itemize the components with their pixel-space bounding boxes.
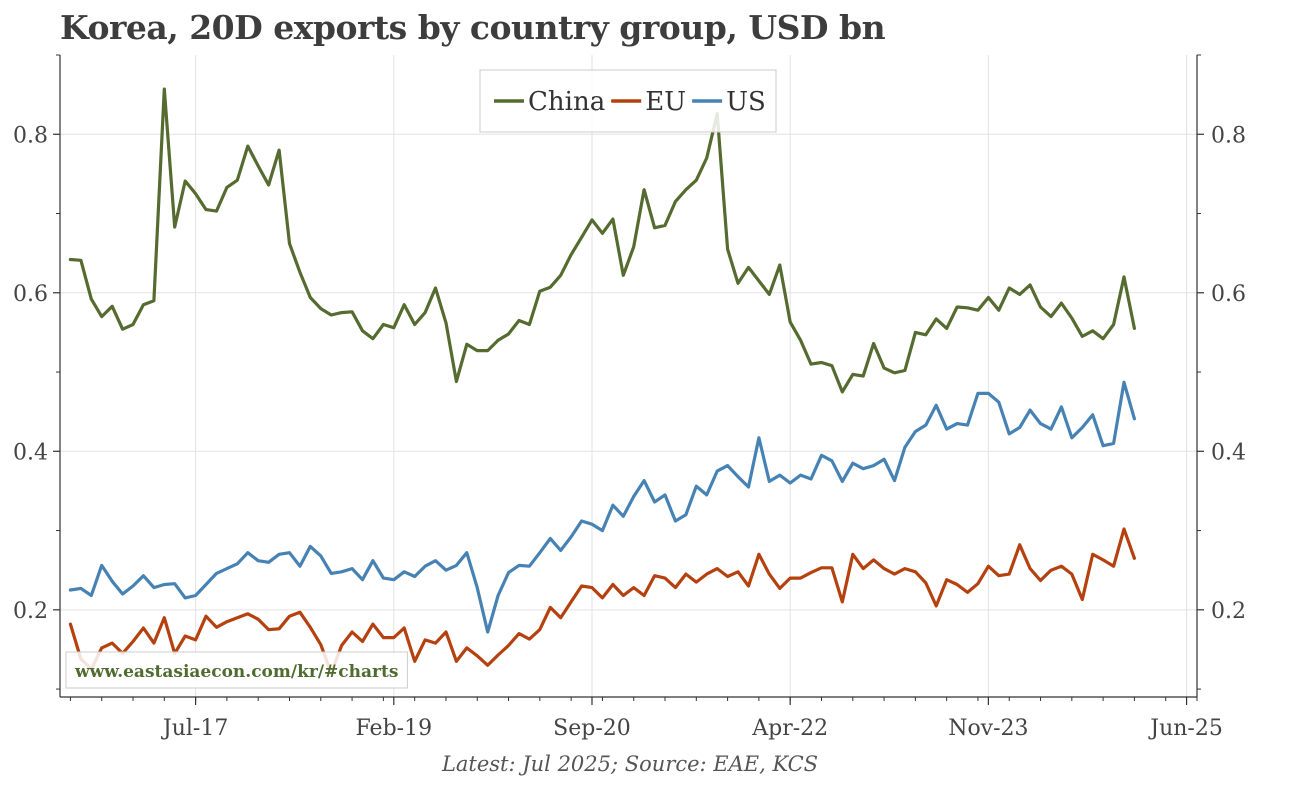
y-tick-label-right: 0.6 [1211,282,1246,307]
legend-label-eu: EU [645,87,686,117]
watermark-text: www.eastasiaecon.com/kr/#charts [74,662,398,682]
y-tick-label-left: 0.2 [13,599,48,624]
watermark-box [65,651,408,689]
x-tick-label: Jun-25 [1148,716,1223,741]
series-line-china [68,87,1137,394]
x-tick-label: Jul-17 [161,716,228,741]
y-tick-label-right: 0.2 [1211,599,1246,624]
y-tick-label-right: 0.8 [1211,123,1246,148]
source-note: Latest: Jul 2025; Source: EAE, KCS [441,752,819,776]
legend: China EU US [479,69,777,133]
x-tick-label: Feb-19 [356,716,433,741]
grid [60,55,1197,697]
series-lines [68,87,1137,675]
series-line-eu [68,527,1137,675]
watermark: www.eastasiaecon.com/kr/#charts [65,651,408,689]
y-tick-label-left: 0.8 [13,123,48,148]
axes: 0.2 0.2 0.4 0.4 0.6 0.6 0.8 0.8 Jul-17 Feb-19 Sep-… [13,54,1246,741]
y-tick-label-left: 0.6 [13,282,48,307]
x-tick-label: Nov-23 [948,716,1028,741]
series-line-us [68,380,1137,634]
y-tick-label-left: 0.4 [13,440,48,465]
legend-label-china: China [528,87,605,117]
x-tick-label: Apr-22 [751,716,828,741]
y-tick-label-right: 0.4 [1211,440,1246,465]
x-tick-label: Sep-20 [553,716,631,741]
chart-title: Korea, 20D exports by country group, USD… [60,8,886,47]
legend-label-us: US [726,87,766,117]
